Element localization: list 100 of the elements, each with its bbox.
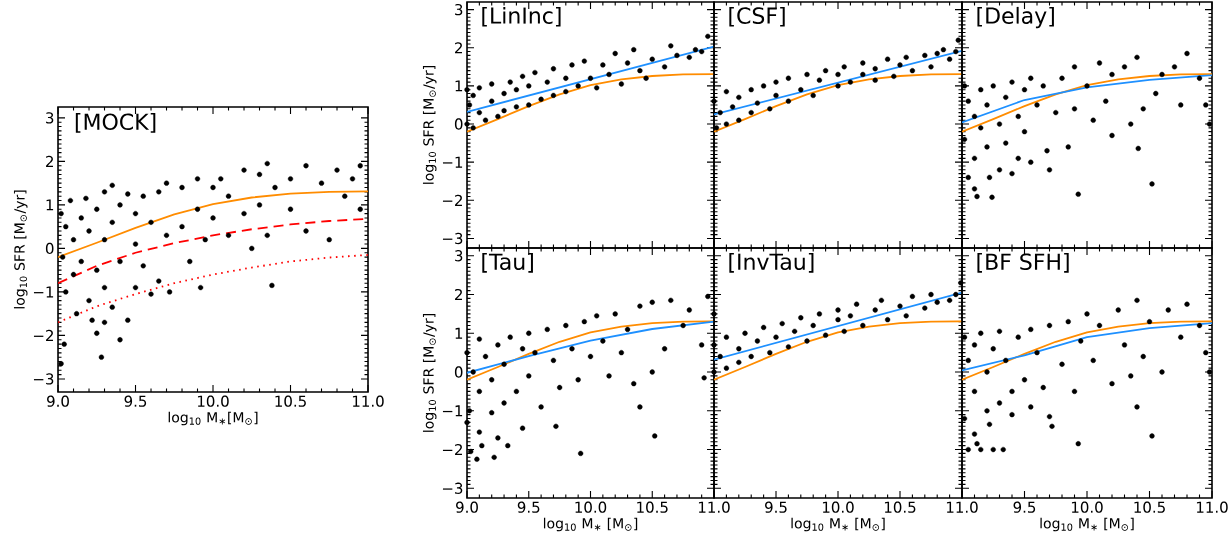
point bbox=[1059, 361, 1065, 367]
x-tick-label: 10.5 bbox=[275, 395, 306, 407]
point bbox=[476, 388, 482, 394]
point bbox=[717, 109, 723, 116]
y-tick-label: −2 bbox=[442, 443, 462, 456]
point bbox=[594, 313, 600, 319]
y-tick-label: −1 bbox=[442, 156, 463, 168]
point bbox=[748, 109, 754, 116]
point bbox=[587, 353, 594, 360]
point bbox=[643, 75, 649, 81]
point bbox=[637, 404, 643, 410]
point bbox=[947, 56, 953, 62]
x-tick-label: 11.0 bbox=[352, 395, 384, 407]
point bbox=[476, 429, 482, 435]
point bbox=[978, 125, 984, 131]
line-series bbox=[58, 254, 369, 324]
x-axis-title: log$_{10}$ M$_{∗}$ [M$_{⊙}$] bbox=[1040, 517, 1134, 532]
point bbox=[773, 334, 779, 340]
point bbox=[550, 357, 557, 363]
point bbox=[1196, 75, 1203, 81]
point bbox=[587, 75, 594, 81]
point bbox=[1165, 307, 1171, 313]
point bbox=[1140, 353, 1146, 360]
point bbox=[909, 68, 915, 74]
y-tick-label: 3 bbox=[455, 3, 463, 16]
point bbox=[835, 71, 841, 78]
point bbox=[974, 193, 980, 200]
chart-title: [LinInc] bbox=[482, 6, 561, 27]
point bbox=[736, 359, 742, 365]
point bbox=[841, 64, 847, 70]
point bbox=[971, 388, 978, 394]
y-tick-label: 0 bbox=[45, 242, 54, 255]
point bbox=[961, 334, 968, 340]
point bbox=[736, 346, 742, 352]
y-tick-label: −2 bbox=[442, 194, 462, 206]
point bbox=[624, 326, 631, 332]
point bbox=[1140, 106, 1146, 112]
point bbox=[519, 346, 526, 352]
point bbox=[984, 369, 990, 375]
point bbox=[1146, 319, 1153, 325]
point bbox=[662, 64, 668, 70]
point bbox=[532, 69, 538, 76]
point bbox=[816, 311, 823, 317]
point bbox=[909, 293, 915, 300]
point bbox=[1153, 90, 1159, 97]
point bbox=[1000, 446, 1006, 453]
point bbox=[526, 373, 532, 379]
point bbox=[978, 446, 984, 453]
point bbox=[965, 174, 971, 181]
point bbox=[717, 353, 723, 360]
point bbox=[922, 52, 928, 58]
point bbox=[479, 443, 485, 449]
point bbox=[482, 117, 489, 123]
x-axis-title: log$_{10}$ M$_{∗}$ [M$_{⊙}$] bbox=[791, 517, 885, 532]
point bbox=[984, 408, 990, 414]
point bbox=[860, 322, 866, 329]
point bbox=[600, 338, 606, 344]
point bbox=[1021, 377, 1028, 383]
point bbox=[495, 435, 501, 441]
point bbox=[860, 60, 866, 66]
point bbox=[495, 342, 501, 348]
point bbox=[466, 408, 473, 414]
point bbox=[1206, 369, 1213, 375]
point bbox=[984, 144, 990, 150]
point bbox=[1206, 121, 1213, 127]
point bbox=[526, 83, 532, 89]
point bbox=[748, 353, 754, 360]
point bbox=[736, 94, 742, 100]
point bbox=[513, 388, 520, 394]
point bbox=[563, 322, 569, 329]
point bbox=[569, 62, 575, 68]
point bbox=[612, 311, 618, 317]
point bbox=[563, 75, 569, 81]
point bbox=[810, 322, 816, 329]
point bbox=[978, 87, 984, 93]
point bbox=[878, 297, 885, 303]
point bbox=[990, 446, 996, 453]
point bbox=[872, 77, 878, 83]
point bbox=[754, 100, 761, 106]
point bbox=[897, 303, 903, 309]
point bbox=[854, 301, 860, 307]
point bbox=[631, 381, 637, 387]
point bbox=[1078, 338, 1084, 344]
x-tick-label: 11.0 bbox=[698, 501, 730, 513]
point bbox=[984, 102, 990, 108]
point bbox=[501, 400, 507, 406]
point bbox=[1009, 79, 1015, 85]
point bbox=[961, 136, 968, 142]
point bbox=[581, 58, 587, 64]
point bbox=[464, 419, 470, 425]
point bbox=[637, 303, 643, 309]
point bbox=[618, 350, 624, 356]
point bbox=[971, 186, 978, 192]
point bbox=[742, 330, 748, 336]
point bbox=[961, 83, 968, 89]
y-tick-label: 2 bbox=[455, 42, 462, 54]
x-tick-label: 10.0 bbox=[575, 501, 607, 513]
y-tick-label: 3 bbox=[46, 112, 54, 124]
point bbox=[928, 64, 934, 70]
point bbox=[544, 79, 550, 85]
